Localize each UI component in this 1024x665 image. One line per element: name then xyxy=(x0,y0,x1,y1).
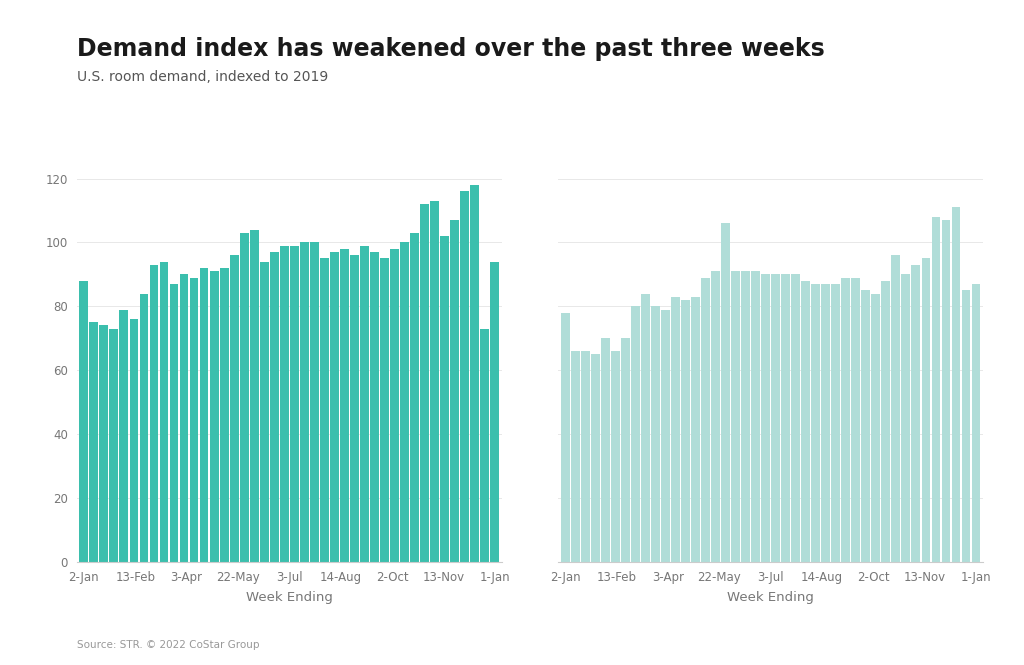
Bar xyxy=(831,284,840,562)
Bar xyxy=(310,243,318,562)
Bar xyxy=(139,293,148,562)
Bar xyxy=(581,351,590,562)
Bar xyxy=(300,243,308,562)
Bar xyxy=(842,277,850,562)
Text: Demand index has weakened over the past three weeks: Demand index has weakened over the past … xyxy=(77,37,824,61)
Bar xyxy=(752,271,760,562)
Bar xyxy=(120,309,128,562)
Bar xyxy=(370,252,379,562)
Bar xyxy=(911,265,921,562)
Bar xyxy=(430,201,439,562)
Bar xyxy=(260,261,268,562)
Bar xyxy=(631,307,640,562)
Bar xyxy=(851,277,860,562)
Bar xyxy=(490,261,499,562)
Bar xyxy=(962,291,971,562)
X-axis label: Week Ending: Week Ending xyxy=(246,591,333,604)
Bar xyxy=(160,261,168,562)
Bar xyxy=(691,297,699,562)
Bar xyxy=(240,233,249,562)
Bar xyxy=(129,319,138,562)
Bar xyxy=(250,229,259,562)
Bar xyxy=(951,207,961,562)
Bar xyxy=(570,351,580,562)
Bar xyxy=(390,249,399,562)
Bar xyxy=(792,275,800,562)
Bar xyxy=(89,323,98,562)
Bar xyxy=(400,243,409,562)
Text: U.S. room demand, indexed to 2019: U.S. room demand, indexed to 2019 xyxy=(77,70,328,84)
Bar xyxy=(932,217,940,562)
Bar xyxy=(229,255,239,562)
Bar xyxy=(972,284,980,562)
Bar xyxy=(771,275,780,562)
Bar xyxy=(892,255,900,562)
Bar xyxy=(179,275,188,562)
Bar xyxy=(721,223,730,562)
Bar xyxy=(561,313,569,562)
Bar xyxy=(660,309,670,562)
Bar xyxy=(922,259,931,562)
Bar xyxy=(319,259,329,562)
Bar xyxy=(601,338,609,562)
Bar xyxy=(781,275,790,562)
Bar xyxy=(591,354,600,562)
Bar xyxy=(882,281,890,562)
Bar xyxy=(200,268,209,562)
Bar xyxy=(801,281,810,562)
Bar xyxy=(610,351,620,562)
Bar xyxy=(451,220,459,562)
Bar xyxy=(821,284,830,562)
Bar xyxy=(150,265,159,562)
Bar xyxy=(811,284,820,562)
Bar xyxy=(731,271,740,562)
Bar xyxy=(440,236,450,562)
Bar xyxy=(340,249,349,562)
Bar xyxy=(290,245,299,562)
Bar xyxy=(280,245,289,562)
X-axis label: Week Ending: Week Ending xyxy=(727,591,814,604)
Bar xyxy=(270,252,279,562)
Bar xyxy=(80,281,88,562)
Bar xyxy=(480,329,489,562)
Bar xyxy=(411,233,419,562)
Bar xyxy=(460,192,469,562)
Bar xyxy=(350,255,358,562)
Bar xyxy=(360,245,369,562)
Bar xyxy=(110,329,119,562)
Bar xyxy=(861,291,870,562)
Bar xyxy=(330,252,339,562)
Bar xyxy=(681,300,690,562)
Bar xyxy=(641,293,649,562)
Bar xyxy=(651,307,659,562)
Bar xyxy=(871,293,881,562)
Bar xyxy=(420,204,429,562)
Bar xyxy=(210,271,218,562)
Bar xyxy=(901,275,910,562)
Bar xyxy=(701,277,710,562)
Text: Source: STR. © 2022 CoStar Group: Source: STR. © 2022 CoStar Group xyxy=(77,640,259,650)
Bar xyxy=(220,268,228,562)
Bar xyxy=(941,220,950,562)
Bar xyxy=(380,259,389,562)
Bar xyxy=(741,271,750,562)
Bar xyxy=(170,284,178,562)
Bar xyxy=(761,275,770,562)
Bar xyxy=(99,325,109,562)
Bar xyxy=(189,277,199,562)
Bar xyxy=(621,338,630,562)
Bar xyxy=(671,297,680,562)
Bar xyxy=(470,185,479,562)
Bar xyxy=(711,271,720,562)
